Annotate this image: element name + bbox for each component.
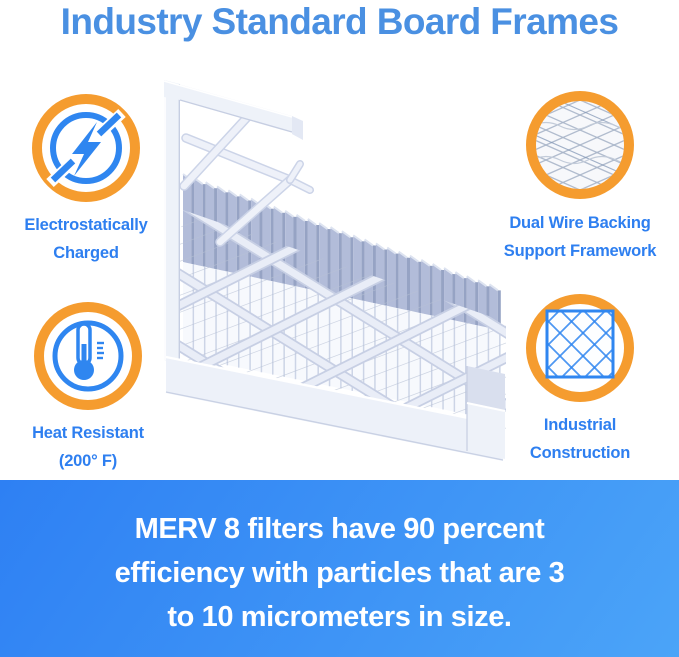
feature-label-line: Electrostatically [24, 216, 148, 234]
feature-industrial-construction: Industrial Construction [495, 290, 665, 467]
feature-label: Industrial Construction [495, 411, 665, 467]
feature-label: Dual Wire Backing Support Framework [494, 209, 666, 265]
page-title: Industry Standard Board Frames [60, 1, 619, 42]
banner-line: to 10 micrometers in size. [167, 601, 512, 633]
banner-line: efficiency with particles that are 3 [114, 557, 565, 589]
feature-label-line: Heat Resistant [32, 424, 144, 442]
feature-label-line: (200° F) [58, 452, 118, 470]
feature-label-line: Support Framework [503, 242, 657, 260]
lightning-circle-icon [32, 94, 140, 202]
feature-heat-resistant: Heat Resistant (200° F) [8, 298, 168, 475]
feature-label: Heat Resistant (200° F) [8, 419, 168, 475]
diamond-lattice-icon [526, 294, 634, 402]
banner-line: MERV 8 filters have 90 percent [134, 513, 545, 545]
merv-info-banner: MERV 8 filters have 90 percent efficienc… [0, 480, 679, 657]
feature-label-line: Dual Wire Backing [509, 214, 651, 232]
feature-dual-wire-backing: Dual Wire Backing Support Framework [494, 88, 666, 265]
feature-label: Electrostatically Charged [6, 211, 166, 267]
lightning-bolt-glyph [72, 122, 101, 176]
feature-label-line: Construction [529, 444, 631, 462]
thermometer-icon [34, 302, 142, 410]
air-filter-product-image [163, 80, 506, 461]
feature-label-line: Charged [53, 244, 119, 262]
feature-electrostatically-charged: Electrostatically Charged [6, 90, 166, 267]
feature-label-line: Industrial [543, 416, 617, 434]
wire-mesh-icon [526, 91, 634, 199]
